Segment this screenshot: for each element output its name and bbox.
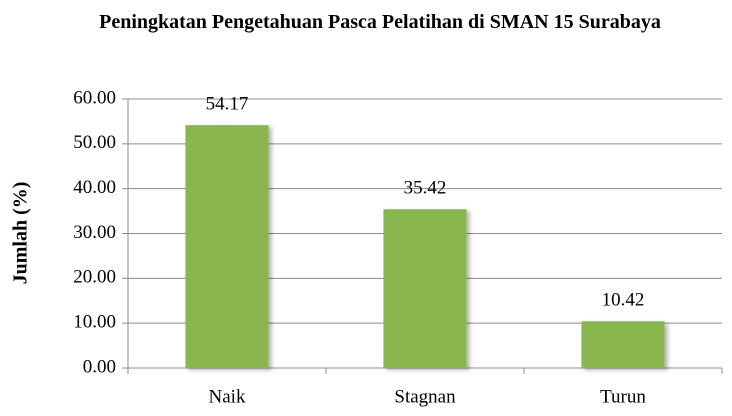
bar <box>185 125 269 368</box>
data-label: 54.17 <box>206 93 249 114</box>
data-label: 35.42 <box>404 178 447 199</box>
x-tick-label: Naik <box>209 386 246 407</box>
y-tick-label: 40.00 <box>73 177 116 198</box>
x-tick-label: Stagnan <box>394 386 456 407</box>
y-tick-label: 0.00 <box>83 356 116 377</box>
data-label: 10.42 <box>602 290 645 311</box>
y-tick-label: 50.00 <box>73 132 116 153</box>
y-tick-label: 10.00 <box>73 312 116 333</box>
y-axis-label: Jumlah (%) <box>10 182 32 285</box>
bar <box>581 321 665 368</box>
y-tick-label: 60.00 <box>73 87 116 108</box>
chart-title: Peningkatan Pengetahuan Pasca Pelatihan … <box>99 11 661 33</box>
bar <box>383 209 467 368</box>
y-tick-label: 30.00 <box>73 222 116 243</box>
x-tick-label: Turun <box>600 386 646 407</box>
y-tick-label: 20.00 <box>73 267 116 288</box>
